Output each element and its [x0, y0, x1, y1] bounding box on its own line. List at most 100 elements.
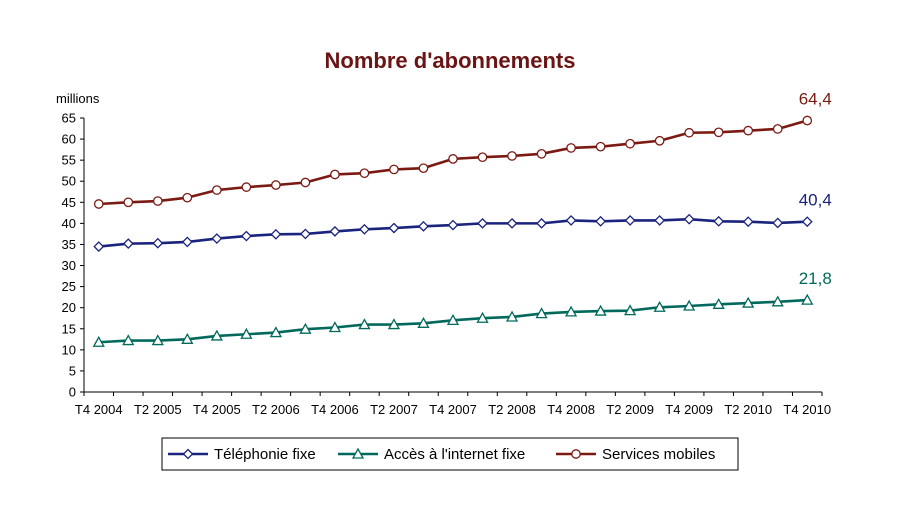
legend: Téléphonie fixe Accès à l'internet fixe Se…: [161, 437, 739, 471]
data-label: 64,4: [799, 90, 832, 109]
data-point-diamond: [418, 220, 429, 232]
data-point-triangle: [358, 318, 371, 330]
data-point-circle: [654, 135, 665, 146]
legend-label: Services mobiles: [602, 446, 715, 463]
y-tick-label: 65: [62, 111, 76, 126]
y-tick-label: 40: [62, 216, 76, 231]
data-point-triangle: [771, 295, 784, 307]
data-point-circle: [152, 196, 163, 206]
data-point-diamond: [683, 213, 695, 225]
data-point-circle: [93, 199, 104, 209]
series-layer: 40,4 21,8 64,4: [92, 90, 832, 347]
data-point-diamond: [801, 216, 813, 228]
data-point-diamond: [654, 215, 666, 226]
data-point-triangle: [624, 304, 637, 316]
x-tick-label: T4 2007: [429, 402, 477, 417]
data-point-diamond: [447, 219, 459, 231]
data-point-circle: [359, 168, 370, 179]
data-label: 40,4: [799, 191, 832, 210]
data-point-circle: [123, 197, 134, 208]
data-point-triangle: [417, 316, 430, 328]
data-point-triangle: [328, 321, 342, 333]
legend-box: [161, 437, 739, 471]
y-tick-label: 10: [62, 342, 76, 357]
data-point-triangle: [351, 447, 365, 459]
data-point-circle: [772, 124, 783, 134]
data-point-triangle: [712, 297, 725, 309]
data-point-diamond: [506, 217, 518, 229]
data-point-circle: [448, 154, 458, 164]
data-point-triangle: [151, 334, 164, 346]
x-tick-label: T4 2009: [665, 402, 713, 417]
data-point-diamond: [565, 215, 577, 226]
x-tick-label: T2 2009: [606, 402, 654, 417]
data-point-diamond: [772, 217, 784, 229]
data-point-diamond: [240, 230, 252, 242]
y-tick-label: 5: [69, 363, 76, 378]
data-point-triangle: [240, 327, 253, 339]
x-tick-label: T2 2010: [724, 402, 772, 417]
data-point-circle: [389, 164, 399, 175]
data-point-triangle: [92, 335, 105, 347]
data-point-triangle: [122, 334, 135, 346]
data-point-diamond: [181, 236, 193, 248]
data-point-triangle: [387, 318, 401, 330]
data-point-circle: [330, 169, 340, 180]
data-point-triangle: [653, 300, 666, 312]
data-point-circle: [566, 143, 576, 153]
data-point-circle: [477, 152, 488, 163]
data-point-triangle: [801, 293, 814, 305]
legend-label: Accès à l'internet fixe: [384, 446, 525, 463]
data-point-diamond: [182, 448, 194, 460]
chart-title: Nombre d'abonnements: [325, 48, 576, 73]
data-point-circle: [418, 163, 429, 174]
data-point-triangle: [299, 322, 312, 334]
data-point-triangle: [476, 311, 489, 323]
data-point-circle: [271, 180, 281, 190]
y-tick-label: 55: [62, 153, 76, 168]
data-point-triangle: [210, 329, 223, 341]
y-tick-label: 60: [62, 132, 76, 147]
data-point-triangle: [446, 314, 460, 325]
y-tick-label: 25: [62, 279, 76, 294]
data-point-circle: [625, 138, 635, 149]
data-point-diamond: [122, 238, 134, 250]
data-label: 21,8: [799, 269, 832, 288]
data-point-triangle: [181, 332, 194, 344]
data-point-diamond: [742, 216, 754, 228]
x-tick-label: T4 2008: [547, 402, 595, 417]
y-axis-label: millions: [56, 91, 100, 106]
data-point-triangle: [683, 299, 696, 311]
x-tick-label: T4 2010: [783, 402, 831, 417]
y-tick-label: 50: [62, 174, 76, 189]
y-tick-label: 35: [62, 237, 76, 252]
y-tick-label: 0: [69, 385, 76, 400]
data-point-diamond: [329, 225, 341, 237]
data-point-diamond: [270, 228, 282, 240]
data-point-diamond: [595, 215, 607, 227]
data-point-diamond: [477, 217, 488, 229]
data-point-diamond: [713, 215, 725, 227]
data-point-diamond: [359, 223, 370, 235]
data-point-diamond: [536, 217, 547, 229]
data-point-diamond: [93, 241, 105, 252]
x-tick-label: T4 2004: [75, 402, 123, 417]
data-point-circle: [743, 125, 754, 136]
data-point-circle: [241, 182, 252, 192]
data-point-circle: [713, 127, 724, 138]
data-point-triangle: [742, 296, 755, 308]
x-tick-label: T2 2005: [134, 402, 182, 417]
data-point-triangle: [269, 326, 282, 338]
data-point-diamond: [211, 233, 223, 244]
data-point-circle: [536, 148, 547, 159]
data-point-circle: [211, 185, 222, 195]
x-tick-label: T2 2007: [370, 402, 418, 417]
data-point-diamond: [388, 222, 400, 234]
data-point-diamond: [624, 215, 636, 226]
data-point-circle: [571, 449, 581, 459]
data-point-circle: [300, 177, 311, 188]
data-point-triangle: [505, 310, 519, 322]
data-point-circle: [182, 192, 193, 203]
data-point-triangle: [564, 305, 578, 317]
